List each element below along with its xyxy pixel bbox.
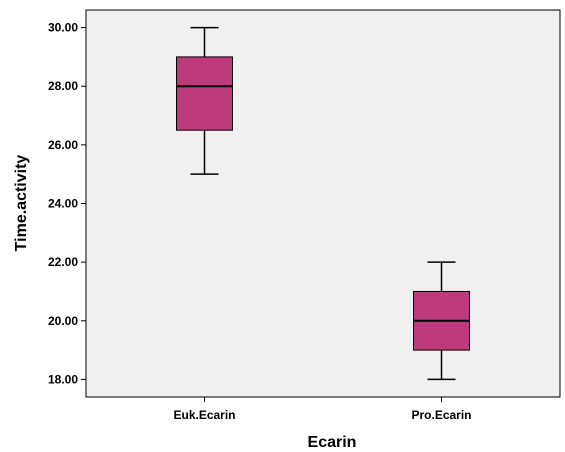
y-tick-label: 20.00	[48, 314, 78, 328]
y-tick-label: 18.00	[48, 372, 78, 386]
x-tick-label: Pro.Ecarin	[411, 408, 471, 422]
y-tick-label: 24.00	[48, 197, 78, 211]
y-tick-label: 30.00	[48, 21, 78, 35]
x-axis-title: Ecarin	[308, 434, 357, 451]
y-axis-ticks: 18.00 20.00 22.00 24.00 26.00 28.00 30.00	[48, 21, 86, 386]
y-tick-label: 26.00	[48, 138, 78, 152]
x-axis-ticks: Euk.Ecarin Pro.Ecarin	[173, 397, 472, 422]
y-tick-label: 28.00	[48, 79, 78, 93]
x-tick-label: Euk.Ecarin	[173, 408, 235, 422]
y-tick-label: 22.00	[48, 255, 78, 269]
plot-area	[85, 9, 561, 398]
box-pro-ecarin	[413, 261, 470, 381]
box-series	[176, 26, 470, 381]
box-euk-ecarin	[176, 26, 233, 175]
interquartile-box	[176, 56, 233, 131]
y-axis-title: Time.activity	[13, 155, 30, 252]
